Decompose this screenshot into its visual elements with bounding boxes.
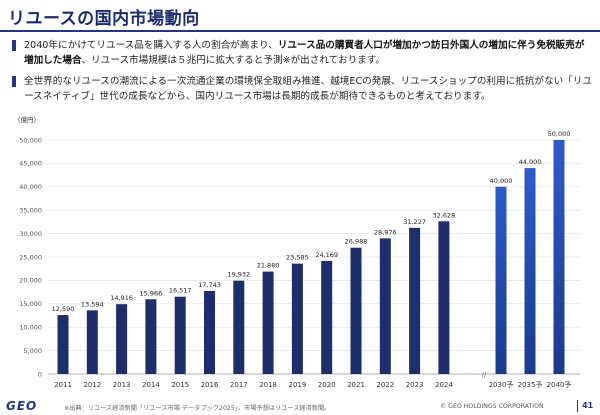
axis-break-marker: // [482,371,487,379]
bar [438,221,450,374]
y-tick-label: 15,000 [19,300,42,308]
bar [350,247,362,374]
y-tick-label: 10,000 [19,324,42,332]
y-tick-label: 50,000 [19,136,42,144]
x-tick-label: 2014 [142,381,160,389]
data-label: 26,988 [345,238,368,246]
y-tick-label: 25,000 [19,253,42,261]
forecast-bar [553,140,565,374]
bar [57,315,69,374]
data-label: 40,000 [490,177,513,185]
y-tick-label: 35,000 [19,207,42,215]
x-tick-label: 2023 [406,381,424,389]
x-tick-label: 2020 [318,381,336,389]
x-tick-label: 2012 [83,381,101,389]
data-label: 44,000 [519,158,542,166]
x-tick-label: 2035予 [518,381,543,389]
bullet-list: 2040年にかけてリユース品を購入する人の割合が高まり、リユース品の購買者人口が… [12,38,592,110]
bar [409,227,421,374]
bar [262,271,274,374]
market-size-chart: （億円） 0 5,000 10,000 15,000 20,000 25,000 30,000… [0,112,600,397]
bar-chart-svg: （億円） 0 5,000 10,000 15,000 20,000 25,000 30,000… [14,115,580,389]
footer-divider [577,400,578,412]
data-label: 17,743 [198,281,221,289]
x-tick-label: 2022 [376,381,394,389]
bullet-1-bold: リユース品の購買者人口が増加かつ訪日外国人の増加に伴う免税販売が増加した場合 [24,40,585,66]
y-tick-label: 30,000 [19,230,42,238]
x-tick-label: 2040予 [547,381,572,389]
forecast-bar [495,186,507,374]
data-label: 12,590 [52,305,75,313]
page-title: リユースの国内市場動向 [8,9,200,29]
x-tick-label: 2017 [230,381,248,389]
bullet-marker [12,40,16,51]
bullet-2-text: 全世界的なリユースの潮流による一次流通企業の環境保全取組み推進、越境ECの発展、… [24,76,592,102]
data-label: 21,880 [257,262,280,270]
geo-logo: GEO [6,399,38,413]
bar [116,304,128,374]
footer: GEO ※出典：リユース経済新聞「リユース市場 データブック2025」。市場予想… [0,398,600,415]
title-underline [0,30,600,32]
copyright: © GEO HOLDINGS CORPORATION [440,403,544,410]
x-tick-label: 2018 [259,381,277,389]
bullet-1-tail: 、リユース市場規模は５兆円に拡大すると予測※が出されております。 [81,55,385,66]
data-label: 23,585 [286,254,309,262]
data-label: 14,916 [110,294,133,302]
bar [379,238,391,374]
x-tick-label: 2015 [171,381,189,389]
data-label: 16,517 [169,287,192,295]
page-number: 41 [582,401,594,410]
x-tick-label: 2013 [113,381,131,389]
bar [233,280,245,374]
x-tick-label: 2011 [54,381,72,389]
y-tick-label: 40,000 [19,183,42,191]
x-tick-label: 2021 [347,381,365,389]
bar [145,299,157,374]
data-label: 15,966 [140,289,163,297]
bullet-item-2: 全世界的なリユースの潮流による一次流通企業の環境保全取組み推進、越境ECの発展、… [12,74,592,104]
bullet-marker [12,76,16,87]
x-tick-label: 2019 [288,381,306,389]
bar [291,263,303,374]
x-tick-label: 2024 [435,381,453,389]
bar [204,290,215,374]
bar [321,260,333,374]
x-tick-label: 2030予 [489,381,514,389]
bullet-item-1: 2040年にかけてリユース品を購入する人の割合が高まり、リユース品の購買者人口が… [12,38,592,68]
data-label: 32,628 [433,211,456,219]
source-note: ※出典：リユース経済新聞「リユース市場 データブック2025」。市場予想はリユー… [64,405,331,412]
forecast-bar [524,168,536,374]
data-label: 24,169 [315,251,338,259]
data-label: 13,594 [81,300,104,308]
data-label: 19,932 [227,271,250,279]
title-bar: リユースの国内市場動向 [0,0,600,32]
data-label: 28,976 [374,228,397,236]
data-label: 50,000 [548,130,571,138]
y-tick-label: 20,000 [19,277,42,285]
y-tick-label: 5,000 [23,347,42,355]
x-tick-label: 2016 [201,381,219,389]
y-axis-unit-label: （億円） [14,115,40,124]
y-tick-label: 45,000 [19,160,42,168]
bullet-1-text: 2040年にかけてリユース品を購入する人の割合が高まり、 [24,40,278,51]
bar [86,310,98,374]
bar [174,296,186,374]
data-label: 31,227 [403,218,426,226]
y-tick-label: 0 [38,370,42,378]
